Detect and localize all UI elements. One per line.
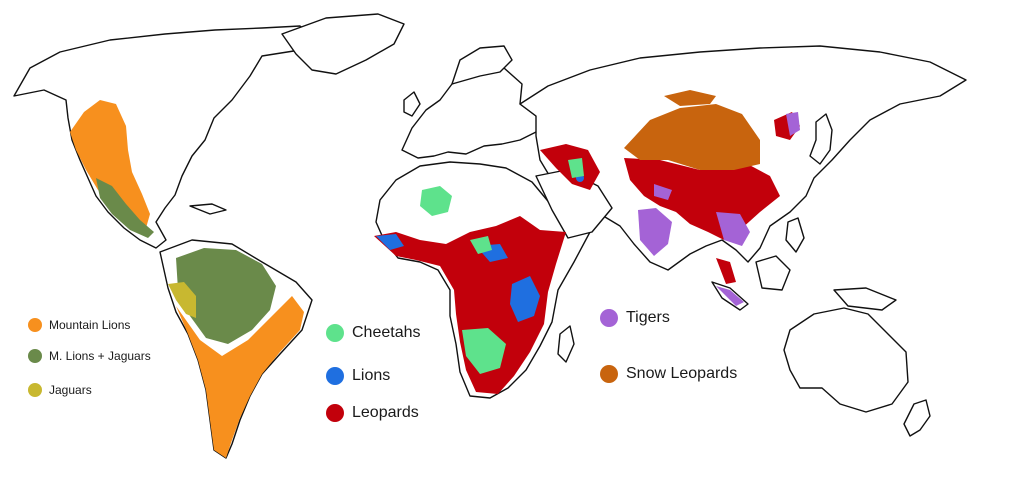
continent-outlines [13,13,967,459]
range-cheetahs-iran [568,158,584,178]
tigers-label: Tigers [626,309,670,326]
mountain-lions-swatch [28,318,42,332]
lions-label: Lions [352,367,391,384]
range-cheetahs-east-africa [470,236,492,254]
range-leopards-africa [374,216,566,394]
range-tigers-india [638,208,672,256]
m-lions-jaguars-label: M. Lions + Jaguars [49,349,151,363]
scandinavia-outline [451,45,513,85]
legend-lions: Lions [326,367,390,385]
mountain-lions-label: Mountain Lions [49,318,131,332]
north-america-outline [13,25,319,249]
legend-snow-leopards: Snow Leopards [600,365,737,383]
europe-outline [401,67,541,159]
range-lions-west-africa [376,234,404,250]
borneo-outline [755,255,791,291]
range-cheetahs-south-africa [462,328,506,374]
range-snow-leopards-north [664,90,716,106]
range-tigers-siberia [786,112,800,136]
legend-tigers: Tigers [600,309,670,327]
range-m-lions-jaguars-central [96,178,154,238]
legend-m-lions-jaguars: M. Lions + Jaguars [28,349,151,363]
madagascar-outline [557,325,575,363]
range-jaguars [168,282,196,318]
jaguars-label: Jaguars [49,383,92,397]
range-cheetahs-sahara [420,186,452,216]
range-m-lions-jaguars [96,178,276,344]
jaguars-swatch [28,383,42,397]
range-m-lions-jaguars-south [176,248,276,344]
snow-leopards-label: Snow Leopards [626,365,738,382]
legend-cheetahs: Cheetahs [326,324,421,342]
range-lions-east-africa [510,276,540,322]
australia-outline [783,307,909,413]
uk-outline [403,91,421,117]
range-tigers-nepal [654,184,672,200]
lions-swatch [326,367,344,385]
philippines-outline [785,217,805,253]
range-jaguars-andes [168,282,196,318]
range-mountain-lions-north [70,100,150,228]
new-guinea-outline [833,287,897,311]
range-mountain-lions-south [176,296,304,458]
range-cheetahs [420,158,584,374]
legend-mountain-lions: Mountain Lions [28,318,130,332]
snow-leopards-swatch [600,365,618,383]
new-zealand-outline [903,399,931,437]
leopards-swatch [326,404,344,422]
japan-outline [809,113,833,165]
range-snow-leopards [624,90,760,170]
greenland-outline [281,13,405,75]
range-mountain-lions [70,100,304,458]
range-snow-leopards-main [624,104,760,170]
cheetahs-label: Cheetahs [352,324,421,341]
range-tigers-sumatra [716,286,744,306]
m-lions-jaguars-swatch [28,349,42,363]
range-tigers [638,112,800,306]
legend-leopards: Leopards [326,404,419,422]
tigers-swatch [600,309,618,327]
leopards-label: Leopards [352,404,419,421]
range-leopards-malaysia [716,258,736,284]
legend-jaguars: Jaguars [28,383,92,397]
cheetahs-swatch [326,324,344,342]
caribbean-outline [189,203,227,215]
range-tigers-indochina [716,212,750,246]
